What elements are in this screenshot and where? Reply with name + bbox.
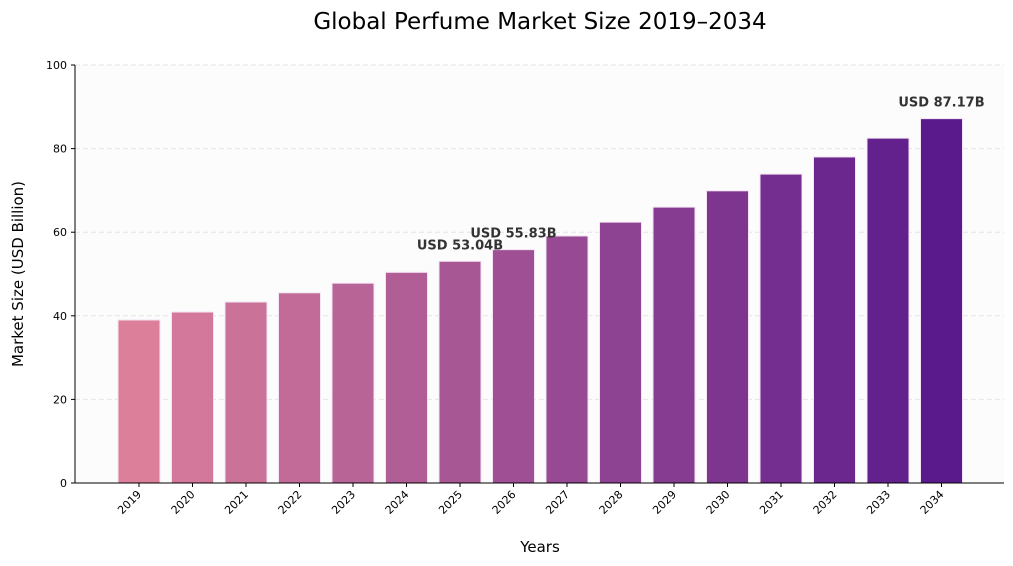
y-tick-label: 20 bbox=[53, 393, 67, 406]
annotation-label: USD 53.04B bbox=[417, 238, 503, 253]
x-tick-label: 2032 bbox=[811, 488, 840, 517]
annotation-label: USD 87.17B bbox=[898, 96, 984, 111]
y-ticks: 0 20 40 60 80 100 bbox=[46, 59, 75, 490]
y-tick-label: 80 bbox=[53, 143, 67, 156]
y-tick-label: 60 bbox=[53, 226, 67, 239]
bar-2024 bbox=[385, 271, 428, 484]
bar-2019 bbox=[117, 319, 161, 484]
x-tick-label: 2021 bbox=[222, 488, 251, 517]
axes bbox=[74, 65, 1004, 484]
bars bbox=[117, 118, 963, 484]
x-tick-label: 2029 bbox=[650, 488, 679, 517]
x-tick-label: 2025 bbox=[436, 488, 465, 517]
x-tick-label: 2019 bbox=[115, 488, 144, 517]
x-tick-label: 2026 bbox=[490, 488, 519, 517]
x-tick-label: 2027 bbox=[543, 488, 572, 517]
bar-2022 bbox=[278, 292, 321, 484]
x-tick-label: 2030 bbox=[704, 488, 733, 517]
bar-2027 bbox=[545, 235, 589, 484]
chart-title: Global Perfume Market Size 2019–2034 bbox=[313, 9, 766, 35]
y-tick-label: 40 bbox=[53, 310, 67, 323]
bar-2021 bbox=[224, 301, 268, 484]
x-tick-label: 2028 bbox=[597, 488, 626, 517]
y-axis-label: Market Size (USD Billion) bbox=[9, 181, 27, 367]
x-tick-label: 2023 bbox=[329, 488, 358, 517]
x-tick-label: 2022 bbox=[276, 488, 305, 517]
bar-2025 bbox=[438, 260, 482, 484]
y-tick-label: 0 bbox=[60, 477, 67, 490]
bar-2028 bbox=[599, 221, 642, 484]
bar-2034 bbox=[920, 118, 963, 484]
y-tick-label: 100 bbox=[46, 59, 67, 72]
bar-2029 bbox=[652, 206, 696, 484]
bar-2030 bbox=[706, 190, 749, 484]
bar-2020 bbox=[171, 311, 214, 484]
annotation-label: USD 55.83B bbox=[470, 227, 556, 242]
x-tick-label: 2031 bbox=[757, 488, 786, 517]
x-tick-label: 2020 bbox=[169, 488, 198, 517]
bar-2026 bbox=[492, 249, 535, 484]
plot-background bbox=[75, 65, 1004, 483]
bar-2031 bbox=[759, 173, 803, 484]
x-tick-label: 2034 bbox=[918, 488, 947, 517]
x-tick-label: 2033 bbox=[864, 488, 893, 517]
bar-2033 bbox=[866, 137, 910, 484]
x-tick-label: 2024 bbox=[383, 488, 412, 517]
bar-2023 bbox=[331, 282, 375, 484]
bar-2032 bbox=[813, 156, 856, 484]
x-axis-label: Years bbox=[519, 538, 560, 556]
x-ticks: 2019 2020 2021 2022 2023 2024 2025 2026 2027 2028… bbox=[115, 483, 947, 517]
